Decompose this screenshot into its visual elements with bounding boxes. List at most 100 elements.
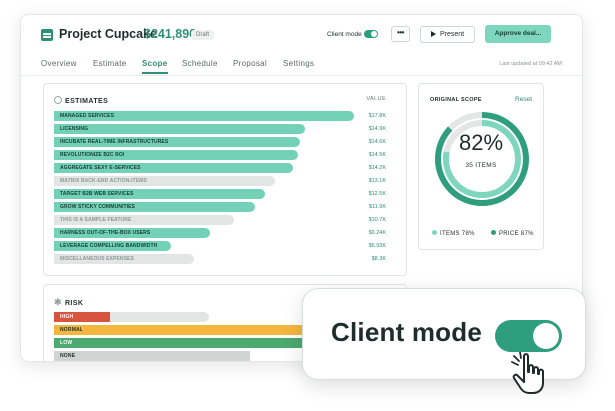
tab-estimate[interactable]: Estimate xyxy=(93,59,127,68)
estimate-value: $14.9K xyxy=(368,126,386,132)
estimate-label: TARGET B2B WEB SERVICES xyxy=(60,191,134,197)
estimate-row[interactable]: MISCELLANEOUS EXPENSES xyxy=(54,254,354,264)
estimate-value: $12.5K xyxy=(368,191,386,197)
project-icon xyxy=(41,29,53,41)
estimate-row[interactable]: TARGET B2B WEB SERVICES xyxy=(54,189,354,199)
estimate-bar xyxy=(54,241,171,251)
estimate-row[interactable]: LICENSING xyxy=(54,124,354,134)
present-button[interactable]: Present xyxy=(420,26,475,43)
estimate-bar xyxy=(54,163,293,173)
estimate-bar xyxy=(54,215,234,225)
donut-svg xyxy=(435,112,529,206)
estimate-bar xyxy=(54,176,275,186)
risk-fill xyxy=(54,338,404,348)
tab-schedule[interactable]: Schedule xyxy=(182,59,218,68)
risk-fill xyxy=(54,351,250,361)
risk-title: RISK xyxy=(64,300,84,307)
toggle-knob xyxy=(371,31,377,37)
estimate-row[interactable]: LEVERAGE COMPELLING BANDWIDTH xyxy=(54,241,354,251)
risk-fill xyxy=(54,325,404,335)
scope-title: ORIGINAL SCOPE xyxy=(430,97,482,103)
risk-heading: ✱ RISK xyxy=(54,297,83,308)
estimate-value: $6.93K xyxy=(368,243,386,249)
reset-link[interactable]: Reset xyxy=(515,96,532,103)
estimate-label: LEVERAGE COMPELLING BANDWIDTH xyxy=(60,243,158,249)
estimate-value: $14.2K xyxy=(368,165,386,171)
estimate-label: HARNESS OUT-OF-THE-BOX USERS xyxy=(60,230,151,236)
scope-item-count: 35 ITEMS xyxy=(465,162,497,169)
estimate-bar xyxy=(54,254,194,264)
scope-percent: 82% xyxy=(458,130,504,155)
value-column-header: VALUE xyxy=(366,96,386,102)
legend-items-label: ITEMS 78% xyxy=(440,231,475,237)
estimate-bar xyxy=(54,150,298,160)
risk-label: LOW xyxy=(60,340,73,346)
app-window: Project Cupcake $241,896 Draft Client mo… xyxy=(20,14,583,362)
estimates-icon xyxy=(54,96,62,104)
play-icon xyxy=(430,30,436,37)
estimate-row[interactable]: MATRIX BACK-END ACTION-ITEMS xyxy=(54,176,354,186)
estimates-title: ESTIMATES xyxy=(65,98,109,105)
tab-overview[interactable]: Overview xyxy=(41,59,77,68)
present-label: Present xyxy=(439,31,465,38)
estimate-row[interactable]: INCUBATE REAL-TIME INFRASTRUCTURES xyxy=(54,137,354,147)
estimate-row[interactable]: GROW STICKY COMMUNITIES xyxy=(54,202,354,212)
client-mode-callout: Client mode xyxy=(302,288,586,380)
hand-pointer-icon xyxy=(511,352,544,394)
scope-donut-chart xyxy=(434,111,530,207)
legend-items: ITEMS 78% xyxy=(432,230,475,237)
tab-proposal[interactable]: Proposal xyxy=(233,59,267,68)
estimate-label: MATRIX BACK-END ACTION-ITEMS xyxy=(60,178,147,184)
original-scope-panel: ORIGINAL SCOPE Reset 82% 35 ITEMS ITEMS … xyxy=(418,83,544,250)
estimate-bar xyxy=(54,124,305,134)
risk-icon: ✱ xyxy=(54,297,62,307)
approve-deal-button[interactable]: Approve deal... xyxy=(485,25,551,43)
status-badge: Draft xyxy=(191,30,215,40)
estimate-row[interactable]: AGGREGATE SEXY E-SERVICES xyxy=(54,163,354,173)
estimate-label: LICENSING xyxy=(60,126,89,132)
client-mode-big-toggle[interactable] xyxy=(495,320,562,352)
risk-row[interactable]: NORMAL xyxy=(54,325,404,335)
tab-scope[interactable]: Scope xyxy=(142,59,168,68)
items-arc xyxy=(443,120,521,198)
toggle-knob xyxy=(533,323,559,349)
estimate-value: $17.8K xyxy=(368,113,386,119)
estimates-panel: ESTIMATES VALUE MANAGED SERVICES $17.8K LI… xyxy=(43,83,407,276)
estimate-value: $14.5K xyxy=(368,152,386,158)
estimate-bar xyxy=(54,111,354,121)
estimate-bar xyxy=(54,228,210,238)
tab-bar: Overview Estimate Scope Schedule Proposa… xyxy=(41,59,562,75)
estimate-label: MISCELLANEOUS EXPENSES xyxy=(60,256,134,262)
estimate-label: THIS IS A SAMPLE FEATURE xyxy=(60,217,132,223)
legend-price-label: PRICE 87% xyxy=(499,231,534,237)
estimate-label: REVOLUTIONIZE B2C ROI xyxy=(60,152,125,158)
estimate-label: INCUBATE REAL-TIME INFRASTRUCTURES xyxy=(60,139,169,145)
client-mode-callout-label: Client mode xyxy=(331,317,482,347)
estimate-row[interactable]: REVOLUTIONIZE B2C ROI xyxy=(54,150,354,160)
tab-settings[interactable]: Settings xyxy=(283,59,315,68)
estimate-row[interactable]: THIS IS A SAMPLE FEATURE xyxy=(54,215,354,225)
legend-price: PRICE 87% xyxy=(491,230,534,237)
price-dot-icon xyxy=(491,230,496,235)
estimate-row[interactable]: MANAGED SERVICES xyxy=(54,111,354,121)
client-mode-label: Client mode xyxy=(327,31,362,38)
estimate-bar xyxy=(54,189,265,199)
risk-row[interactable]: NONE xyxy=(54,351,404,361)
client-mode-toggle[interactable] xyxy=(364,30,378,38)
risk-label: HIGH xyxy=(60,314,74,320)
estimate-bar xyxy=(54,202,255,212)
estimate-value: $8.3K xyxy=(371,256,386,262)
estimate-value: $13.1K xyxy=(368,178,386,184)
estimate-value: $9.24K xyxy=(368,230,386,236)
project-amount: $241,896 xyxy=(144,27,197,41)
last-updated: Last updated at 09:42 AM xyxy=(499,61,562,67)
risk-row[interactable]: HIGH xyxy=(54,312,404,322)
estimate-value: $14.6K xyxy=(368,139,386,145)
estimate-label: MANAGED SERVICES xyxy=(60,113,115,119)
estimate-value: $11.9K xyxy=(368,204,386,210)
risk-row[interactable]: LOW xyxy=(54,338,404,348)
estimate-row[interactable]: HARNESS OUT-OF-THE-BOX USERS xyxy=(54,228,354,238)
more-options-button[interactable]: ••• xyxy=(391,26,410,42)
estimate-label: GROW STICKY COMMUNITIES xyxy=(60,204,135,210)
header-bar: Project Cupcake $241,896 Draft Client mo… xyxy=(21,15,582,55)
